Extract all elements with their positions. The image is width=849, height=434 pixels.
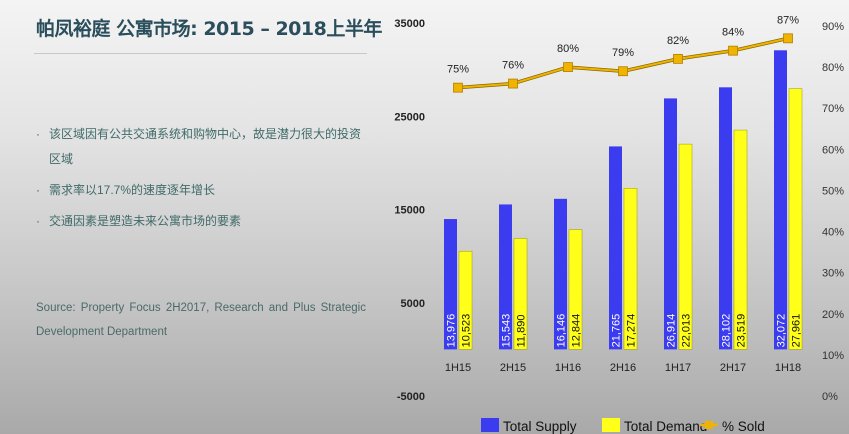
right-axis-tick: 20%: [822, 309, 844, 321]
bullet-list: 该区域因有公共交通系统和购物中心，故是潜力很大的投资区域 需求率以17.7%的速…: [36, 122, 368, 240]
supply-bar: [664, 98, 677, 350]
right-axis-tick: 60%: [822, 144, 844, 156]
bullet-item: 该区域因有公共交通系统和购物中心，故是潜力很大的投资区域: [36, 122, 368, 172]
demand-data-label: 12,844: [571, 314, 583, 348]
category-tick: 2H15: [500, 362, 526, 374]
supply-data-label: 15,543: [501, 314, 513, 348]
legend-demand-swatch: [602, 418, 620, 432]
demand-bar: [678, 143, 693, 350]
bullet-item: 交通因素是塑造未来公寓市场的要素: [36, 209, 368, 234]
sold-data-label: 76%: [502, 60, 524, 72]
left-axis-tick: 35000: [394, 18, 425, 30]
supply-bar: [609, 146, 622, 350]
demand-data-label: 11,890: [516, 315, 528, 348]
title-divider: [34, 53, 367, 54]
sold-marker: [618, 66, 628, 77]
supply-bar: [444, 219, 457, 350]
demand-bar: [623, 188, 638, 350]
left-axis-tick: 5000: [401, 298, 425, 310]
sold-marker: [563, 62, 573, 73]
demand-bar: [513, 238, 528, 350]
right-axis-tick: 70%: [822, 103, 844, 115]
sold-marker: [508, 78, 518, 89]
category-tick: 2H16: [610, 362, 636, 374]
supply-bar: [719, 87, 732, 350]
sold-data-label: 79%: [612, 47, 634, 59]
supply-data-label: 32,072: [776, 314, 788, 348]
demand-data-label: 10,523: [461, 314, 473, 348]
supply-bar: [774, 50, 787, 350]
left-axis-tick: 25000: [394, 111, 425, 123]
supply-bar: [554, 198, 567, 350]
right-axis-tick: 90%: [822, 21, 844, 33]
category-tick: 1H17: [665, 362, 691, 374]
right-axis-tick: 30%: [822, 268, 844, 280]
sold-data-label: 84%: [722, 27, 744, 39]
sold-data-label: 80%: [557, 43, 579, 55]
demand-bar: [788, 88, 803, 350]
legend-supply-swatch: [481, 418, 499, 432]
slide-title: 帕凤裕庭 公寓市场: 2015 – 2018上半年: [36, 18, 382, 40]
category-tick: 1H15: [445, 362, 471, 374]
right-axis-tick: 40%: [822, 227, 844, 239]
demand-data-label: 23,519: [736, 314, 748, 348]
sold-marker: [728, 45, 738, 56]
category-tick: 1H18: [775, 362, 801, 374]
demand-bar: [568, 229, 583, 350]
sold-marker: [673, 53, 683, 64]
sold-data-label: 82%: [667, 35, 689, 47]
legend-sold-label: % Sold: [722, 419, 765, 434]
demand-data-label: 17,274: [626, 314, 638, 348]
legend-demand-label: Total Demand: [624, 419, 707, 434]
source-note: Source: Property Focus 2H2017, Research …: [36, 302, 366, 338]
sold-data-label: 75%: [447, 64, 469, 76]
sold-marker: [453, 82, 463, 93]
legend-supply-label: Total Supply: [503, 419, 577, 434]
supply-data-label: 13,976: [446, 314, 458, 348]
right-axis-tick: 10%: [822, 350, 844, 362]
demand-bar: [458, 250, 473, 350]
bullet-item: 需求率以17.7%的速度逐年增长: [36, 178, 368, 203]
sold-marker: [783, 33, 793, 44]
right-axis-tick: 80%: [822, 62, 844, 74]
sold-data-label: 87%: [777, 14, 799, 26]
supply-data-label: 21,765: [611, 314, 623, 348]
supply-data-label: 16,146: [556, 314, 568, 348]
supply-bar: [499, 204, 512, 350]
demand-bar: [733, 129, 748, 350]
right-axis-tick: 0%: [822, 391, 838, 403]
right-axis-tick: 50%: [822, 185, 844, 197]
demand-data-label: 22,013: [681, 314, 693, 348]
supply-data-label: 26,914: [666, 314, 678, 348]
category-tick: 2H17: [720, 362, 746, 374]
left-axis-tick: -5000: [397, 391, 425, 403]
legend-sold-marker-icon: [705, 421, 713, 429]
category-tick: 1H16: [555, 362, 581, 374]
supply-data-label: 28,102: [721, 314, 733, 348]
left-axis-tick: 15000: [394, 205, 425, 217]
demand-data-label: 27,961: [791, 314, 803, 348]
